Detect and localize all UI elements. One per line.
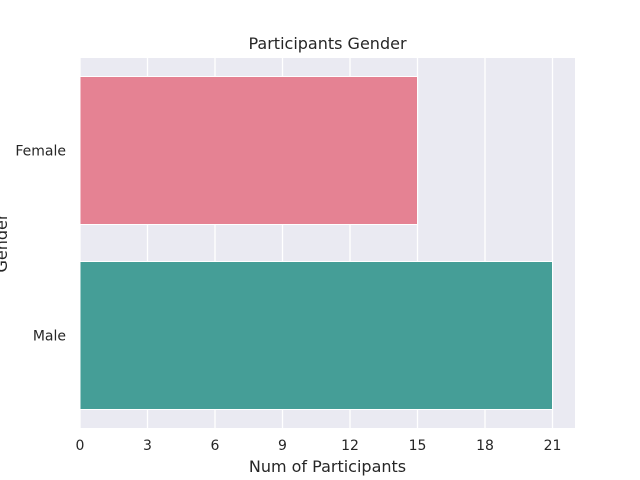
y-axis-label: Gender: [0, 213, 11, 272]
chart-title: Participants Gender: [248, 34, 406, 53]
x-tick-label: 0: [76, 438, 85, 454]
x-tick-label: 21: [544, 438, 562, 454]
x-tick-label: 15: [409, 438, 427, 454]
y-axis-ticks: Female Male: [15, 144, 66, 345]
bar-male: [79, 261, 553, 410]
y-tick-label-female: Female: [15, 144, 66, 160]
bar-female: [79, 76, 418, 225]
x-tick-label: 3: [143, 438, 152, 454]
y-tick-label-male: Male: [33, 329, 66, 345]
x-tick-label: 12: [341, 438, 359, 454]
x-axis-ticks: 0 3 6 9 12 15 18 21: [76, 438, 562, 454]
bars: [79, 76, 553, 410]
x-tick-label: 6: [211, 438, 220, 454]
x-axis-label: Num of Participants: [249, 457, 406, 476]
x-tick-label: 18: [476, 438, 494, 454]
x-tick-label: 9: [278, 438, 287, 454]
